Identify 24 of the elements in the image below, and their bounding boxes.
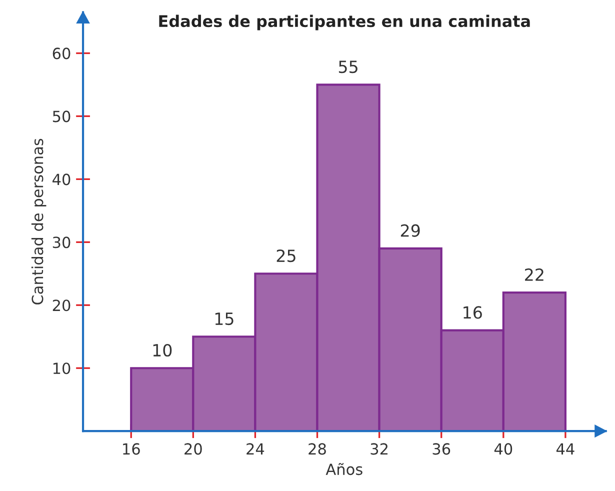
- y-tick-label: 60: [52, 48, 70, 60]
- x-tick-label: 36: [432, 443, 450, 455]
- data-label: 16: [464, 306, 482, 319]
- x-tick-label: 40: [494, 443, 512, 455]
- data-label: 55: [338, 60, 358, 74]
- x-tick-label: 16: [123, 443, 140, 455]
- x-tick-label: 28: [308, 443, 326, 455]
- x-axis-title: Años: [326, 462, 362, 476]
- y-tick-label: 30: [52, 236, 70, 248]
- data-label: 15: [215, 312, 234, 326]
- y-tick-label: 50: [52, 110, 70, 122]
- data-label: 10: [153, 344, 172, 357]
- x-tick-label: 44: [556, 443, 574, 455]
- data-label: 22: [525, 268, 544, 281]
- y-tick-label: 40: [52, 174, 70, 186]
- y-tick-label: 20: [52, 300, 70, 312]
- x-tick-label: 24: [246, 443, 264, 455]
- data-label: 25: [276, 249, 296, 262]
- x-tick-label: 20: [184, 443, 202, 455]
- y-axis-title: Cantidad de personas: [31, 138, 46, 304]
- y-tick-label: 10: [53, 362, 70, 374]
- data-label: 29: [400, 224, 420, 237]
- x-tick-label: 32: [370, 443, 388, 455]
- chart-title: Edades de participantes en una caminata: [159, 14, 530, 30]
